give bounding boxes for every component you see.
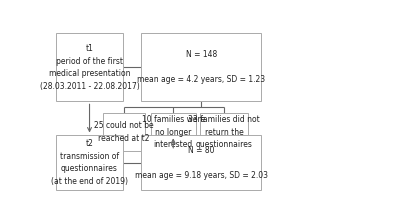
Text: t1
period of the first
medical presentation
(28.03.2011 - 22.08.2017): t1 period of the first medical presentat… — [40, 44, 140, 91]
FancyBboxPatch shape — [142, 135, 261, 190]
FancyBboxPatch shape — [103, 113, 144, 151]
Text: 25 could not be
reached at t2: 25 could not be reached at t2 — [94, 121, 154, 143]
Text: N = 80

mean age = 9.18 years, SD = 2.03: N = 80 mean age = 9.18 years, SD = 2.03 — [135, 146, 268, 180]
Text: N = 148

mean age = 4.2 years, SD = 1.23: N = 148 mean age = 4.2 years, SD = 1.23 — [137, 50, 265, 84]
FancyBboxPatch shape — [200, 113, 248, 151]
Text: 33 families did not
return the
questionnaires: 33 families did not return the questionn… — [188, 115, 260, 149]
FancyBboxPatch shape — [142, 33, 261, 101]
Text: t2
transmission of
questionnaires
(at the end of 2019): t2 transmission of questionnaires (at th… — [51, 139, 128, 186]
FancyBboxPatch shape — [151, 113, 196, 151]
Text: 10 families were
no longer
interested: 10 families were no longer interested — [142, 115, 205, 149]
FancyBboxPatch shape — [56, 135, 123, 190]
FancyBboxPatch shape — [56, 33, 123, 101]
